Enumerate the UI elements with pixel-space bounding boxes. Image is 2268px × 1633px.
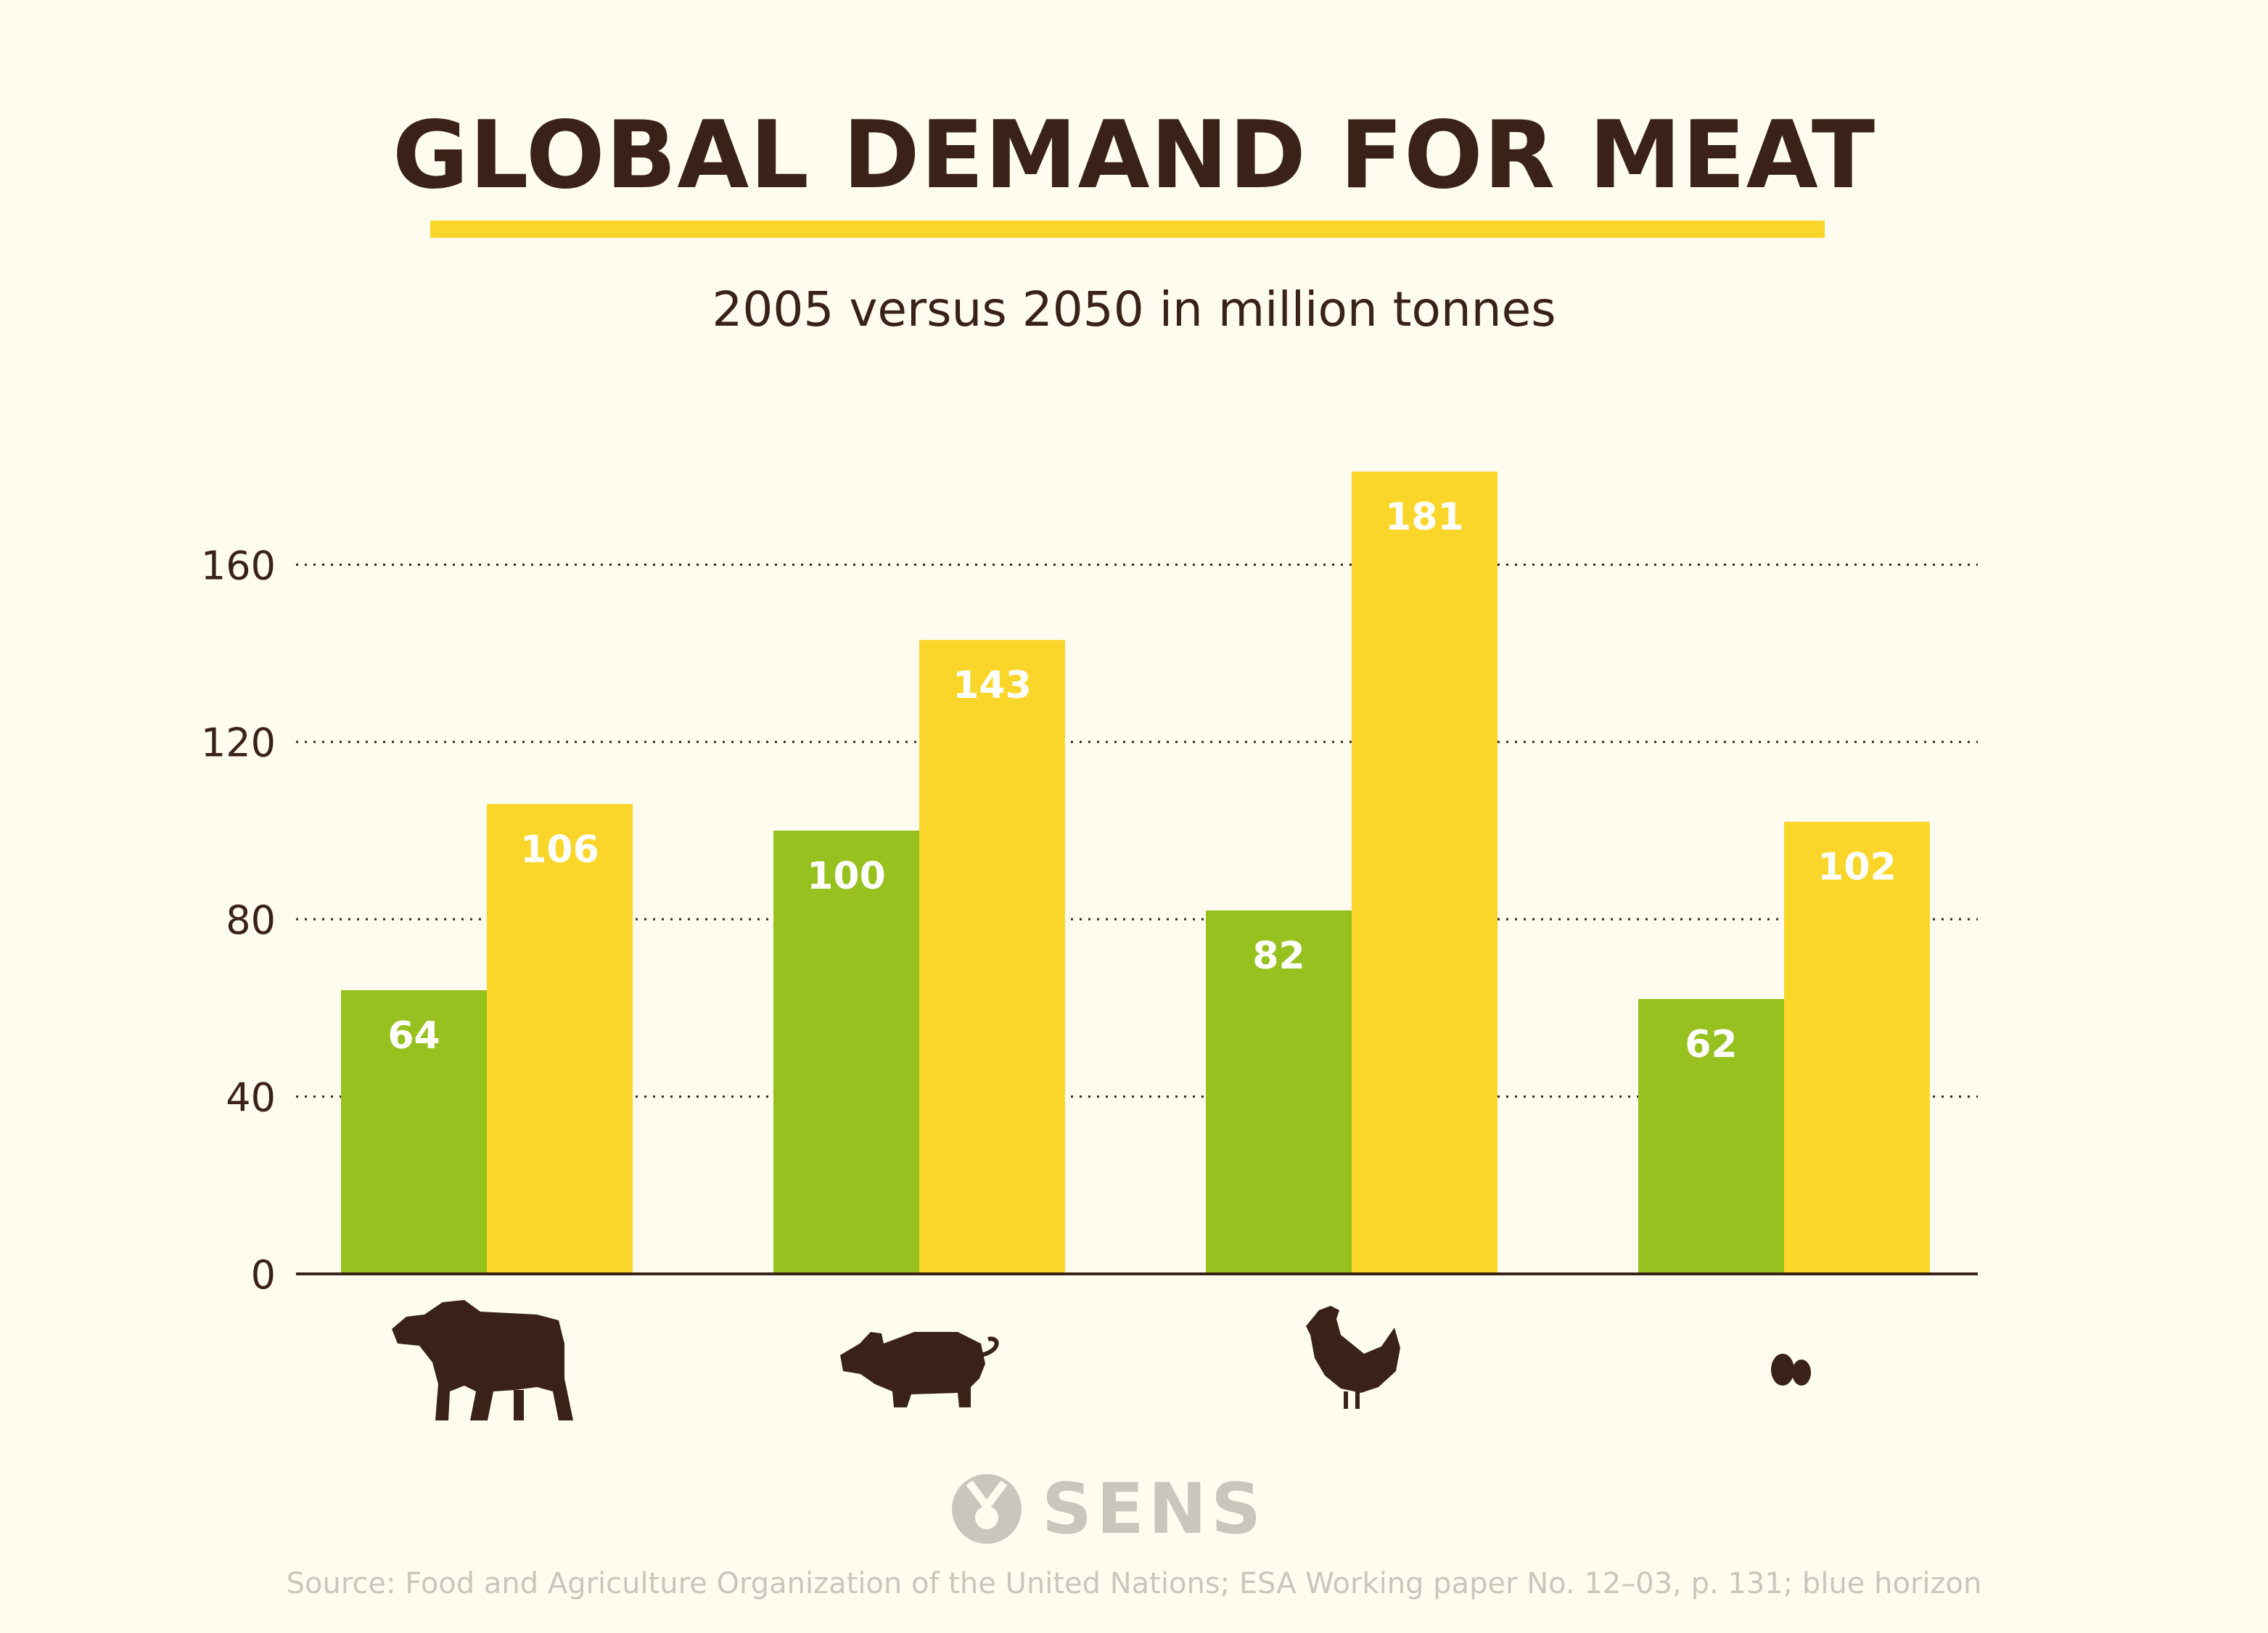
- data-label: 100: [807, 855, 886, 898]
- sens-logo: SENS: [950, 1468, 1265, 1550]
- source-note: Source: Food and Agriculture Organizatio…: [286, 1567, 1982, 1600]
- eggs-icon: [1771, 1354, 1811, 1386]
- bars: [341, 472, 1930, 1274]
- pig-icon: [840, 1332, 999, 1407]
- data-label: 62: [1685, 1023, 1737, 1066]
- cattle-icon: [392, 1300, 573, 1420]
- y-tick-label: 40: [226, 1075, 276, 1121]
- bar: [773, 830, 919, 1274]
- chart-title: GLOBAL DEMAND FOR MEAT: [392, 102, 1876, 210]
- bar: [487, 804, 633, 1274]
- title-underline: [430, 221, 1825, 238]
- bar: [1784, 821, 1930, 1274]
- chart-subtitle: 2005 versus 2050 in million tonnes: [712, 281, 1556, 337]
- bar: [341, 990, 487, 1274]
- bar: [1206, 910, 1352, 1274]
- bar-chart: 64 100 82 62 106 143 181 102 0 40 80 120 160: [201, 472, 1978, 1420]
- y-tick-labels: 0 40 80 120 160: [201, 543, 276, 1298]
- bar: [1638, 999, 1784, 1274]
- data-label: 102: [1817, 846, 1897, 889]
- chicken-icon: [1306, 1306, 1400, 1409]
- y-tick-label: 80: [226, 897, 276, 943]
- data-label: 64: [387, 1014, 440, 1058]
- data-label: 82: [1252, 934, 1304, 978]
- sens-logo-mark-icon: [952, 1474, 1022, 1544]
- bar: [919, 640, 1065, 1274]
- data-label: 106: [520, 828, 599, 871]
- data-label: 181: [1385, 495, 1464, 539]
- logo-text: SENS: [1042, 1468, 1266, 1550]
- bar: [1352, 472, 1497, 1274]
- y-tick-label: 120: [201, 720, 276, 766]
- data-label: 143: [953, 664, 1032, 707]
- y-tick-label: 160: [201, 543, 276, 588]
- y-tick-label: 0: [251, 1252, 276, 1298]
- data-labels: 64 100 82 62 106 143 181 102: [387, 495, 1896, 1066]
